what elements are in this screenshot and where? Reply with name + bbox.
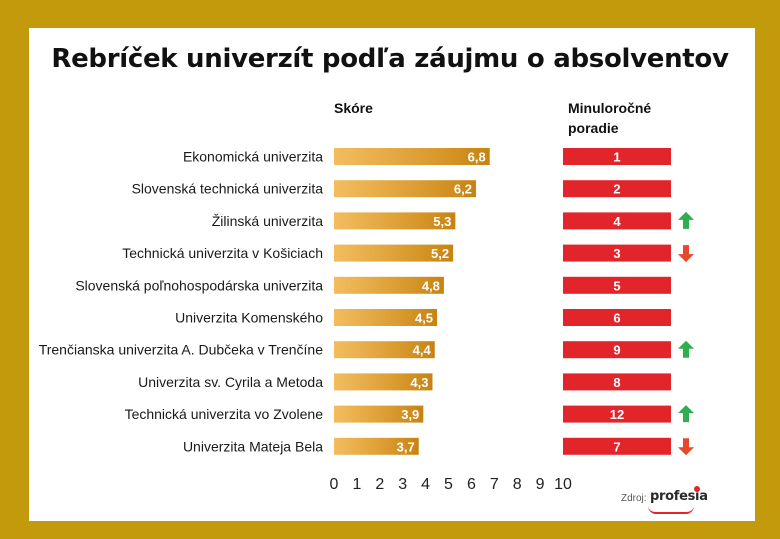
category-label: Technická univerzita vo Zvolene	[125, 406, 324, 422]
bar-value-label: 5,3	[433, 214, 451, 229]
category-label: Trenčianska univerzita A. Dubčeka v Tren…	[39, 342, 324, 358]
trend-down-icon	[678, 245, 694, 263]
trend-up-icon	[678, 340, 694, 358]
previous-rank-box	[563, 341, 671, 359]
bar	[334, 212, 456, 230]
previous-rank-header-line2: poradie	[568, 120, 619, 136]
previous-rank-label: 3	[613, 246, 620, 261]
bar-value-label: 6,2	[454, 182, 472, 197]
category-label: Univerzita Mateja Bela	[183, 438, 323, 454]
category-label: Univerzita Komenského	[175, 310, 323, 326]
bar-value-label: 4,4	[413, 343, 432, 358]
x-tick-label: 7	[490, 476, 499, 493]
bar-value-label: 3,9	[401, 407, 419, 422]
x-tick-label: 2	[375, 476, 384, 493]
bar	[334, 276, 444, 294]
previous-rank-box	[563, 212, 671, 230]
bar	[334, 244, 454, 262]
bar	[334, 180, 476, 198]
bar-value-label: 4,5	[415, 311, 433, 326]
trend-up-icon	[678, 211, 694, 229]
previous-rank-header-line1: Minuloročné	[568, 100, 652, 116]
x-tick-label: 3	[398, 476, 407, 493]
previous-rank-box	[563, 180, 671, 198]
category-label: Univerzita sv. Cyrila a Metoda	[138, 374, 323, 390]
bar-value-label: 6,8	[468, 150, 486, 165]
bar	[334, 405, 424, 423]
logo-dot	[694, 486, 700, 492]
score-header: Skóre	[334, 100, 373, 116]
bar-value-label: 5,2	[431, 246, 449, 261]
previous-rank-label: 12	[610, 407, 624, 422]
bar-value-label: 3,7	[397, 439, 415, 454]
previous-rank-label: 2	[613, 182, 620, 197]
bar	[334, 373, 433, 391]
category-label: Slovenská poľnohospodárska univerzita	[75, 277, 323, 293]
previous-rank-label: 9	[613, 343, 620, 358]
previous-rank-box	[563, 437, 671, 455]
source-label: Zdroj:	[621, 493, 647, 504]
previous-rank-box	[563, 309, 671, 326]
previous-rank-label: 4	[613, 214, 621, 229]
trend-down-icon	[678, 438, 694, 456]
x-tick-label: 6	[467, 476, 476, 493]
trend-up-icon	[678, 405, 694, 423]
previous-rank-box	[563, 276, 671, 294]
previous-rank-label: 8	[613, 375, 620, 390]
bar	[334, 148, 490, 165]
bar-value-label: 4,8	[422, 278, 440, 293]
x-tick-label: 8	[513, 476, 522, 493]
chart-title: Rebríček univerzít podľa záujmu o absolv…	[51, 44, 729, 74]
bar	[334, 437, 419, 455]
x-tick-label: 9	[536, 476, 545, 493]
x-tick-label: 5	[444, 476, 453, 493]
previous-rank-label: 6	[613, 311, 620, 326]
x-tick-label: 4	[421, 476, 430, 493]
category-label: Žilinská univerzita	[212, 213, 323, 229]
previous-rank-label: 1	[613, 150, 620, 165]
x-tick-label: 10	[554, 476, 572, 493]
previous-rank-label: 5	[613, 278, 620, 293]
bar	[334, 309, 438, 326]
category-label: Ekonomická univerzita	[183, 149, 323, 165]
bar	[334, 341, 435, 359]
bar-value-label: 4,3	[410, 375, 428, 390]
previous-rank-label: 7	[613, 439, 620, 454]
previous-rank-box	[563, 405, 671, 423]
x-tick-label: 0	[330, 476, 339, 493]
previous-rank-box	[563, 373, 671, 391]
previous-rank-box	[563, 148, 671, 165]
category-label: Technická univerzita v Košiciach	[122, 245, 323, 261]
category-label: Slovenská technická univerzita	[132, 181, 324, 197]
previous-rank-header: Minuloročné poradie	[568, 98, 688, 138]
x-tick-label: 1	[352, 476, 361, 493]
logo-swoosh	[648, 506, 694, 514]
previous-rank-box	[563, 244, 671, 262]
profesia-logo: profesia	[650, 489, 708, 504]
